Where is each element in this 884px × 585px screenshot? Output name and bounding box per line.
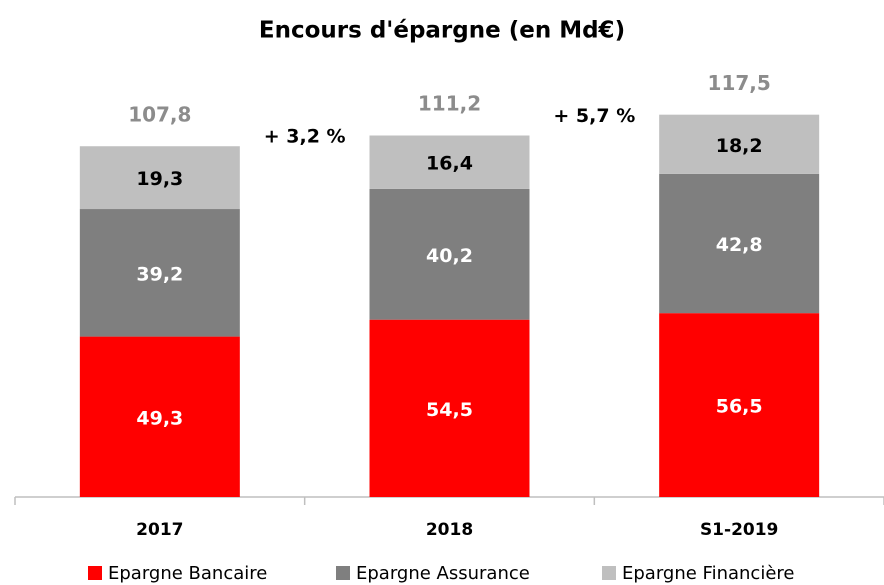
value-label: 54,5 bbox=[426, 399, 473, 421]
legend-label: Epargne Assurance bbox=[356, 563, 530, 584]
bar-segment bbox=[369, 135, 530, 189]
value-label: 49,3 bbox=[136, 407, 183, 429]
bar-segment bbox=[659, 313, 820, 497]
growth-annotation: + 3,2 % bbox=[264, 126, 346, 148]
total-label: 107,8 bbox=[128, 103, 191, 127]
x-tick-label: 2018 bbox=[426, 520, 473, 540]
growth-annotation: + 5,7 % bbox=[553, 105, 635, 127]
value-label: 39,2 bbox=[136, 263, 183, 285]
bar-segment bbox=[659, 114, 820, 174]
bar-segment bbox=[369, 319, 530, 497]
legend-label: Epargne Financière bbox=[622, 563, 795, 584]
legend-swatch bbox=[336, 566, 350, 580]
value-label: 40,2 bbox=[426, 245, 473, 267]
total-label: 117,5 bbox=[708, 71, 771, 95]
legend-label: Epargne Bancaire bbox=[108, 563, 267, 584]
total-label: 111,2 bbox=[418, 92, 481, 116]
bar-segment bbox=[79, 209, 240, 337]
bar-segment bbox=[369, 188, 530, 320]
legend-swatch bbox=[88, 566, 102, 580]
value-label: 18,2 bbox=[716, 135, 763, 157]
bar-segment bbox=[79, 336, 240, 497]
x-tick-label: S1-2019 bbox=[700, 520, 778, 540]
chart-title: Encours d'épargne (en Md€) bbox=[259, 18, 625, 44]
legend-swatch bbox=[602, 566, 616, 580]
value-label: 42,8 bbox=[716, 234, 763, 256]
x-tick-label: 2017 bbox=[136, 520, 183, 540]
value-label: 56,5 bbox=[716, 396, 763, 418]
bar-segment bbox=[79, 146, 240, 210]
value-label: 16,4 bbox=[426, 153, 473, 175]
bar-segment bbox=[659, 173, 820, 314]
value-label: 19,3 bbox=[136, 168, 183, 190]
